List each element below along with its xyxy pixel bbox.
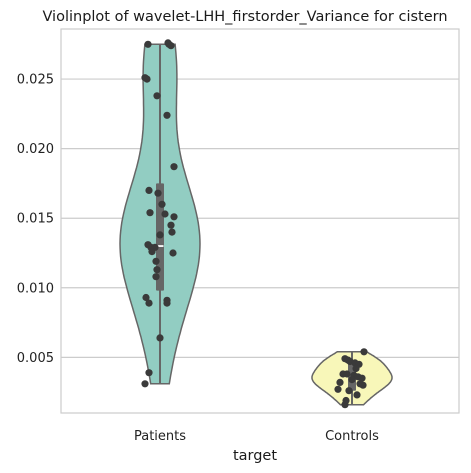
strip-point <box>170 213 178 221</box>
strip-point <box>163 299 171 307</box>
strip-point <box>158 200 166 208</box>
strip-point <box>152 257 160 265</box>
violins <box>119 43 393 406</box>
strip-point <box>168 228 176 236</box>
strip-point <box>161 210 169 218</box>
strip-point <box>348 376 356 384</box>
strip-point <box>336 378 344 386</box>
strip-points <box>141 39 368 409</box>
strip-point <box>164 39 172 47</box>
chart-title: Violinplot of wavelet-LHH_firstorder_Var… <box>42 9 447 25</box>
strip-point <box>358 374 366 382</box>
strip-point <box>145 186 153 194</box>
x-tick-labels: Patients Controls <box>134 429 379 444</box>
x-axis-title: target <box>233 448 277 464</box>
strip-point <box>163 111 171 119</box>
strip-point <box>341 401 349 409</box>
strip-point <box>353 391 361 399</box>
strip-point <box>153 266 161 274</box>
strip-point <box>142 293 150 302</box>
y-tick-label: 0.005 <box>17 351 54 366</box>
strip-point <box>148 248 156 256</box>
strip-point <box>334 385 342 393</box>
strip-point <box>143 75 151 83</box>
strip-point <box>343 370 351 378</box>
strip-point <box>153 92 161 100</box>
strip-point <box>352 364 360 373</box>
strip-point <box>145 299 153 307</box>
x-tick-label: Patients <box>134 429 186 444</box>
strip-point <box>156 231 164 239</box>
y-tick-label: 0.020 <box>17 142 54 157</box>
strip-point <box>345 387 353 395</box>
y-tick-label: 0.010 <box>17 281 54 296</box>
strip-point <box>359 381 367 389</box>
y-tick-label: 0.025 <box>17 73 54 88</box>
strip-point <box>167 221 175 229</box>
strip-point <box>145 369 153 377</box>
x-tick-label: Controls <box>325 429 379 444</box>
y-tick-labels: 0.005 0.010 0.015 0.020 0.025 <box>17 73 54 366</box>
strip-point <box>141 380 149 388</box>
strip-point <box>156 334 164 342</box>
strip-point <box>152 273 160 281</box>
strip-point <box>170 163 178 171</box>
strip-point <box>169 249 177 257</box>
y-tick-label: 0.015 <box>17 212 54 227</box>
strip-point <box>360 348 368 356</box>
strip-point <box>154 189 162 197</box>
gridlines <box>61 78 459 358</box>
strip-point <box>144 40 152 48</box>
plot-frame <box>60 28 460 414</box>
strip-point <box>146 209 154 217</box>
